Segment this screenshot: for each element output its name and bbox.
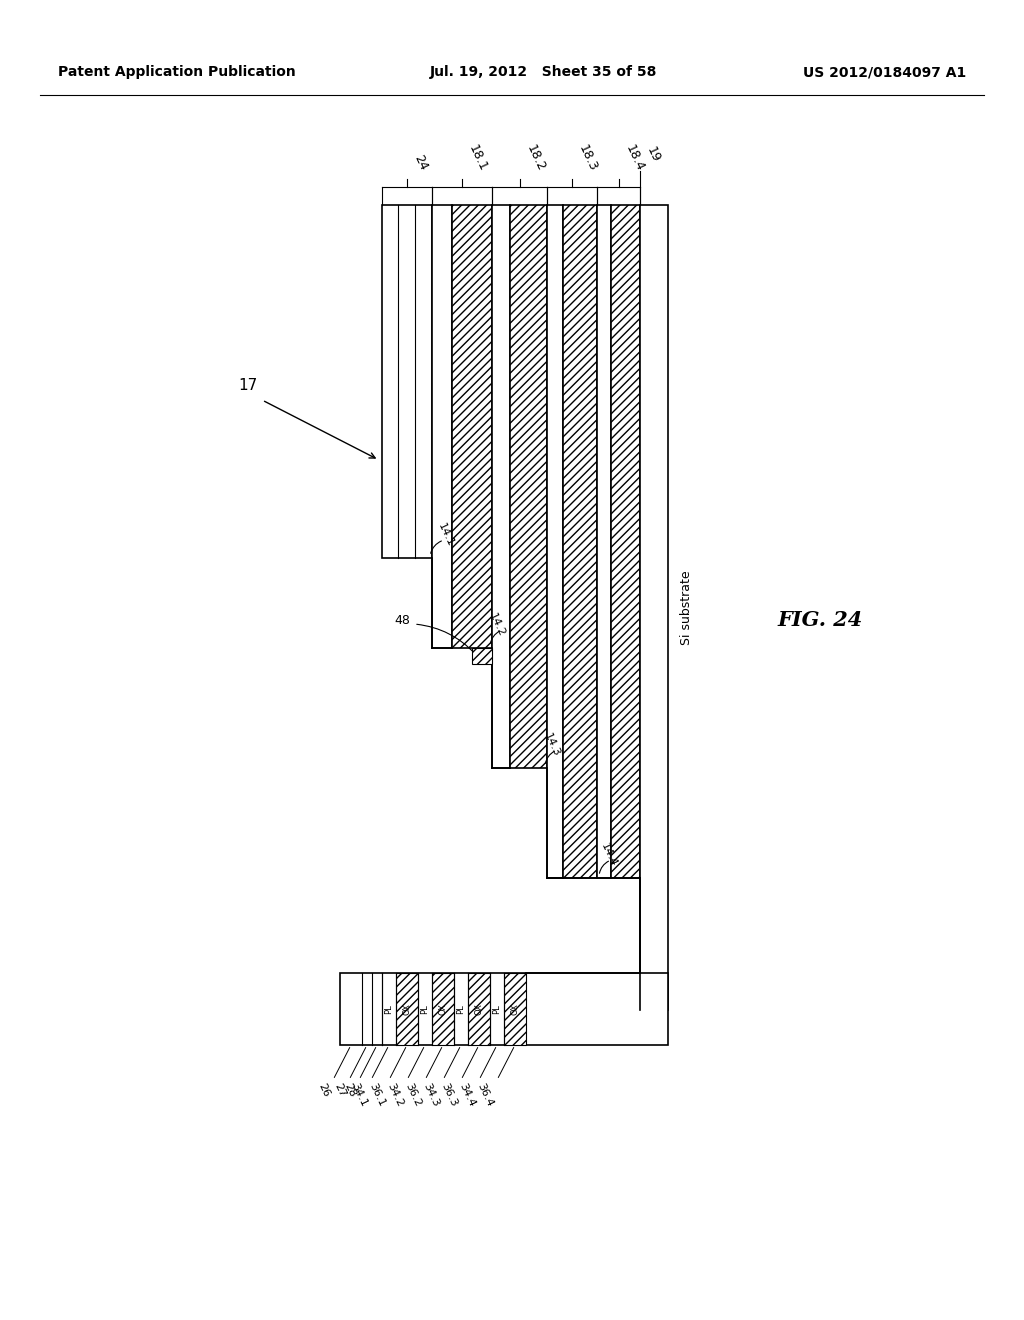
Text: Patent Application Publication: Patent Application Publication bbox=[58, 65, 296, 79]
Text: 18.3: 18.3 bbox=[575, 143, 599, 173]
Bar bbox=[396, 973, 418, 1045]
Text: Si substrate: Si substrate bbox=[680, 570, 693, 644]
Bar bbox=[452, 205, 492, 648]
Text: OX: OX bbox=[438, 1003, 447, 1015]
Text: FIG. 24: FIG. 24 bbox=[777, 610, 862, 630]
Text: 18.1: 18.1 bbox=[466, 143, 489, 173]
Text: 17: 17 bbox=[239, 378, 258, 392]
Text: 18.4: 18.4 bbox=[623, 143, 646, 173]
Text: 24: 24 bbox=[411, 153, 429, 173]
Text: PL: PL bbox=[384, 1005, 393, 1014]
Text: 34.2: 34.2 bbox=[385, 1082, 406, 1109]
Bar bbox=[640, 205, 668, 1010]
Bar bbox=[382, 205, 432, 558]
Text: 19: 19 bbox=[644, 145, 663, 165]
Text: 36.1: 36.1 bbox=[368, 1082, 387, 1109]
Bar bbox=[504, 973, 526, 1045]
Text: PL: PL bbox=[421, 1005, 429, 1014]
Text: 14.2: 14.2 bbox=[487, 611, 507, 638]
Text: 18.2: 18.2 bbox=[523, 143, 547, 173]
Bar bbox=[432, 973, 454, 1045]
Text: 14.4: 14.4 bbox=[599, 841, 618, 869]
Text: 36.4: 36.4 bbox=[475, 1082, 495, 1109]
Text: 34.3: 34.3 bbox=[422, 1082, 441, 1109]
Bar bbox=[563, 205, 597, 878]
Text: OX: OX bbox=[511, 1003, 519, 1015]
Bar bbox=[492, 205, 510, 768]
Bar bbox=[547, 205, 563, 878]
Text: 34.1: 34.1 bbox=[349, 1082, 369, 1109]
Text: PL: PL bbox=[457, 1005, 466, 1014]
Bar bbox=[340, 973, 668, 1045]
Text: OX: OX bbox=[402, 1003, 412, 1015]
Text: PL: PL bbox=[493, 1005, 502, 1014]
Text: 36.3: 36.3 bbox=[439, 1082, 459, 1109]
Bar bbox=[472, 648, 492, 664]
Text: Jul. 19, 2012   Sheet 35 of 58: Jul. 19, 2012 Sheet 35 of 58 bbox=[430, 65, 657, 79]
Text: 14.1: 14.1 bbox=[436, 521, 456, 548]
Bar bbox=[468, 973, 490, 1045]
Text: 28: 28 bbox=[342, 1082, 357, 1100]
Text: 14.3: 14.3 bbox=[542, 731, 561, 758]
Text: 34.4: 34.4 bbox=[458, 1082, 477, 1109]
Text: 36.2: 36.2 bbox=[403, 1082, 423, 1109]
Text: OX: OX bbox=[474, 1003, 483, 1015]
Bar bbox=[432, 205, 452, 648]
Text: 26: 26 bbox=[316, 1082, 331, 1100]
Bar bbox=[510, 205, 547, 768]
Bar bbox=[611, 205, 640, 878]
Text: 27: 27 bbox=[332, 1082, 347, 1100]
Bar bbox=[597, 205, 611, 878]
Text: 48: 48 bbox=[394, 614, 410, 627]
Text: US 2012/0184097 A1: US 2012/0184097 A1 bbox=[803, 65, 966, 79]
